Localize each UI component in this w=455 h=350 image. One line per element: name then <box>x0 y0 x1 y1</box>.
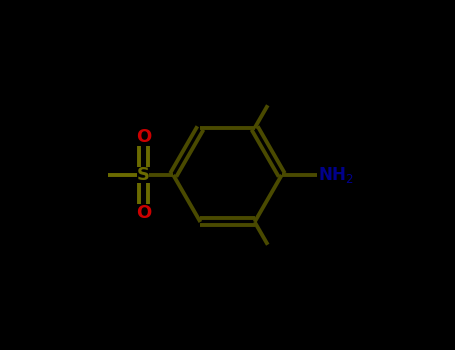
Text: S: S <box>137 166 150 184</box>
Text: O: O <box>136 204 151 223</box>
Text: O: O <box>136 127 151 146</box>
Text: NH$_2$: NH$_2$ <box>318 165 354 185</box>
